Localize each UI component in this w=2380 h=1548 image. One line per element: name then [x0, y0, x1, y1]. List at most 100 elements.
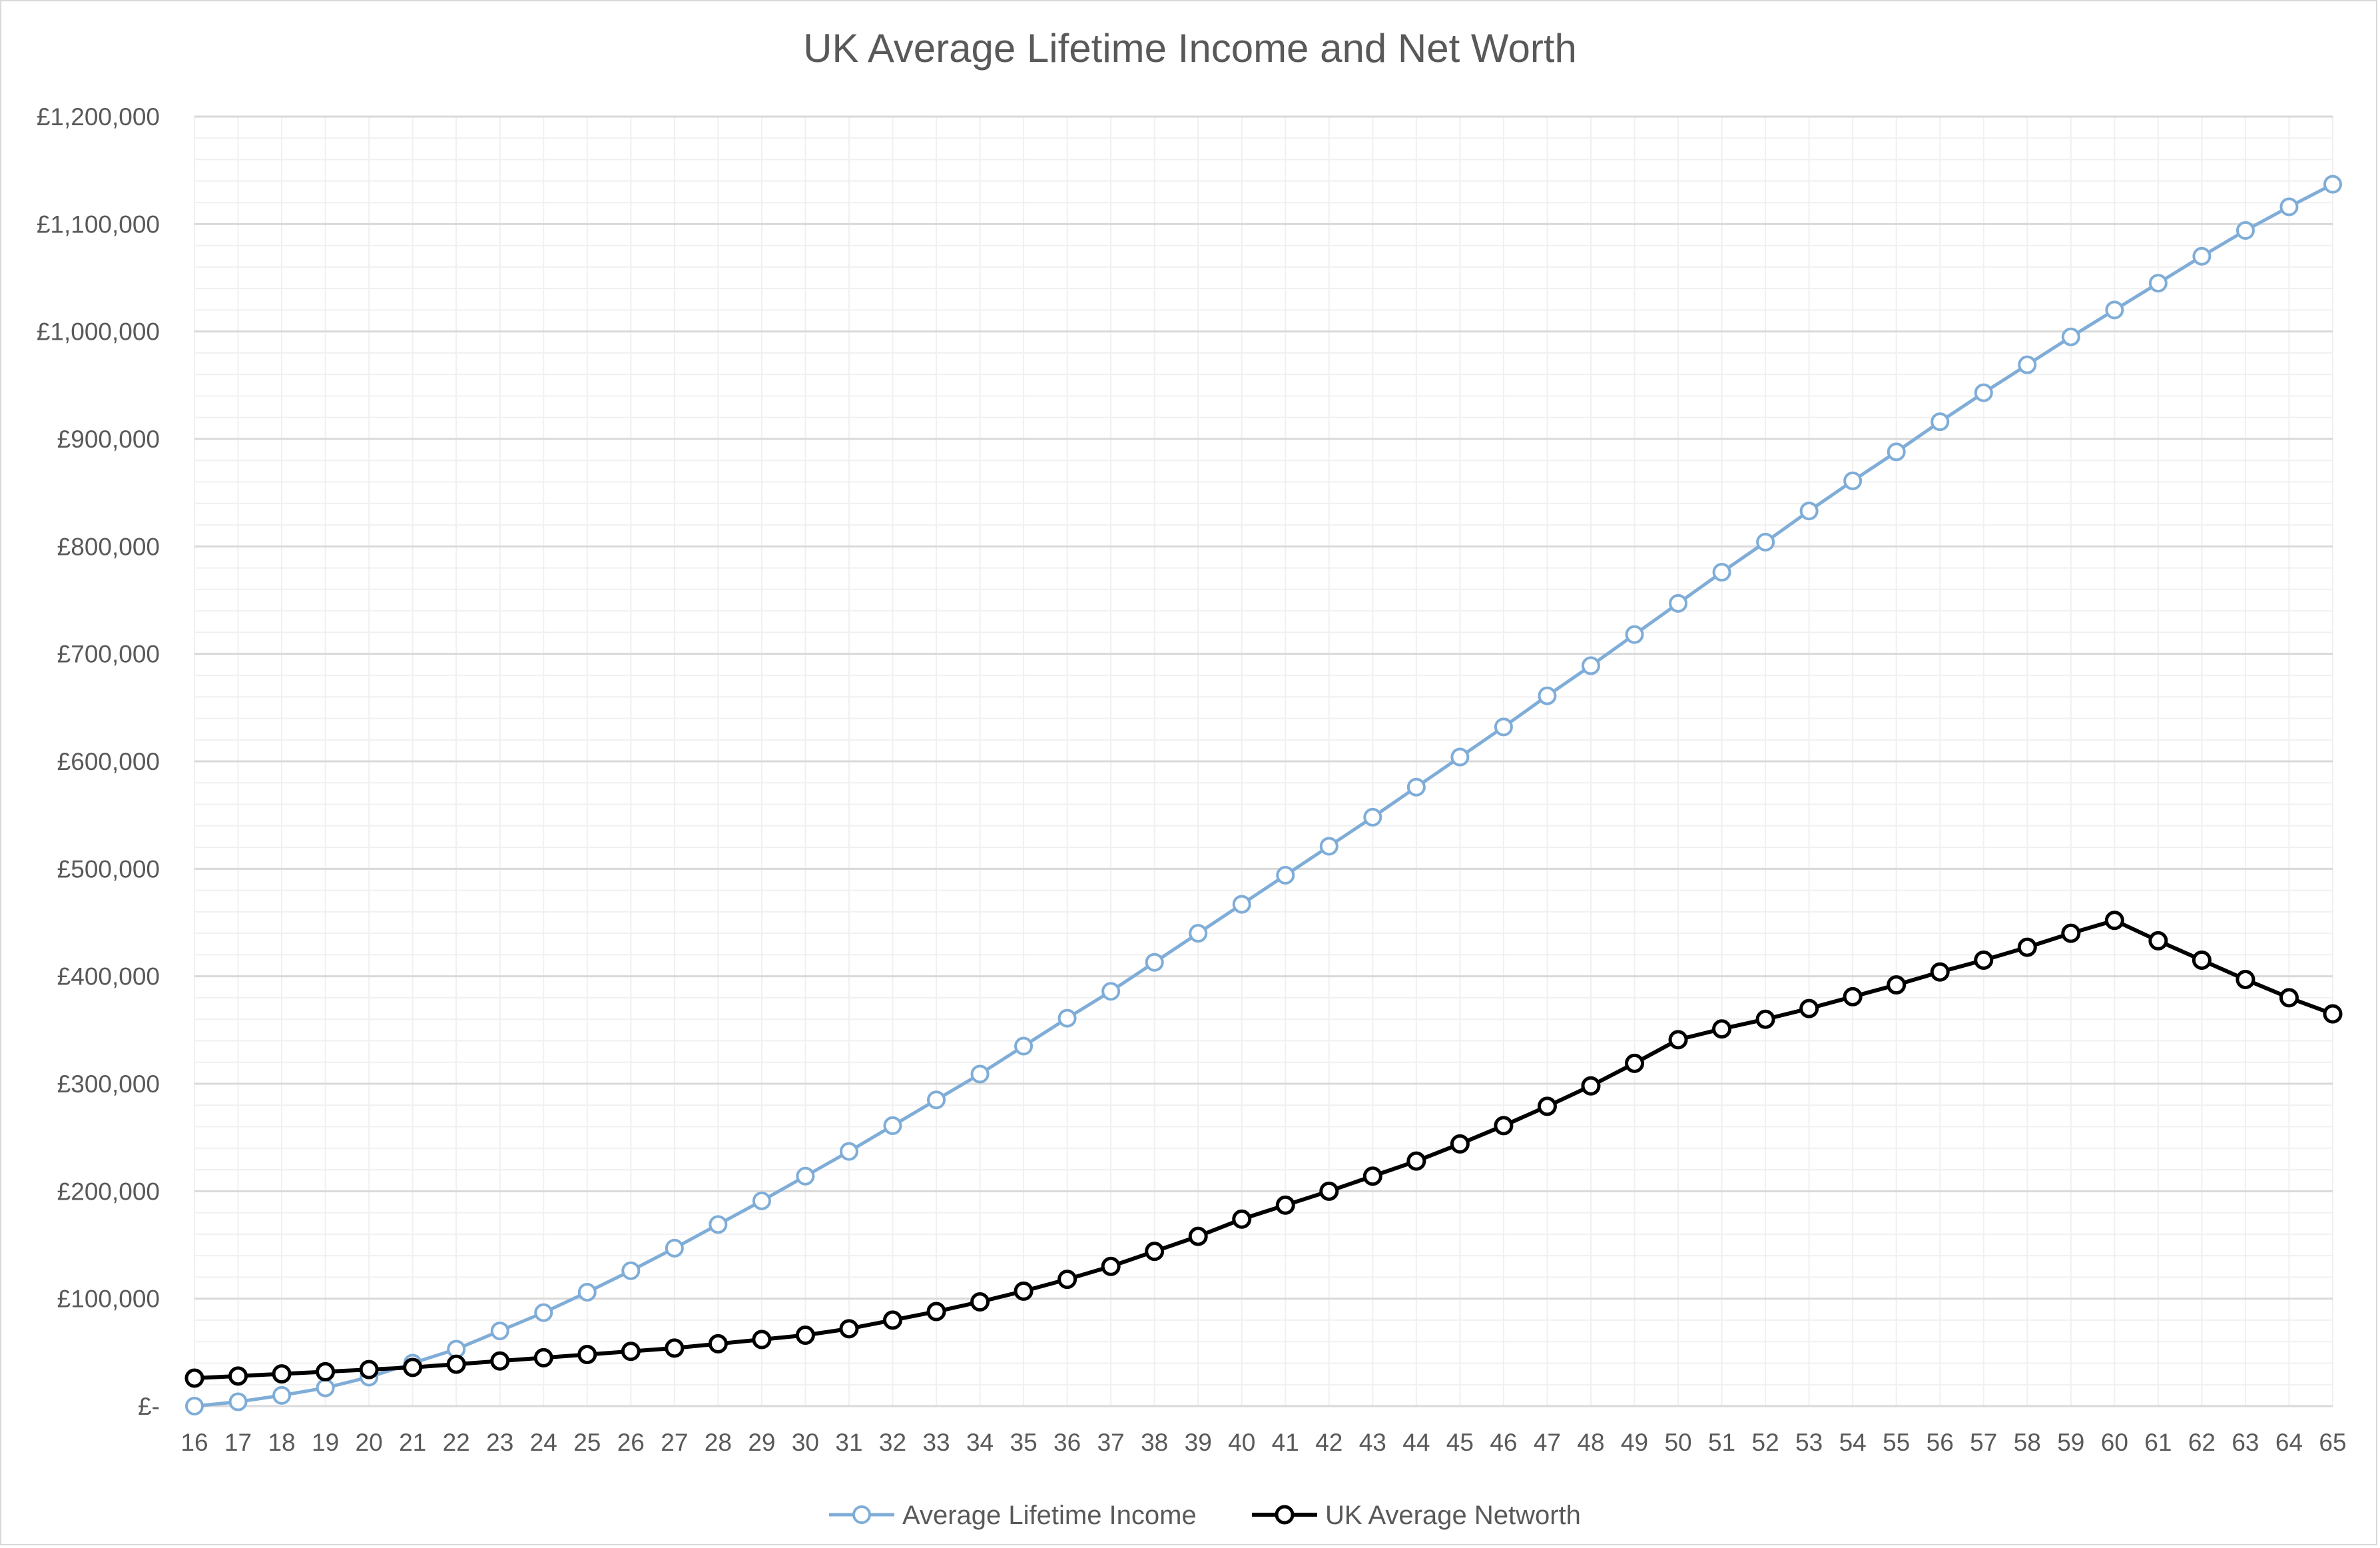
- data-point: [1362, 1166, 1382, 1186]
- x-tick-label: 21: [399, 1429, 426, 1456]
- data-point: [272, 1385, 292, 1405]
- x-tick-label: 18: [268, 1429, 295, 1456]
- x-tick-label: 29: [748, 1429, 775, 1456]
- series-line: [194, 183, 2334, 1408]
- data-point: [752, 1330, 772, 1350]
- data-point: [2323, 1004, 2343, 1024]
- legend-label: UK Average Networth: [1325, 1501, 1581, 1530]
- x-tick-label: 32: [879, 1429, 906, 1456]
- data-point: [1625, 1053, 1645, 1073]
- data-point: [533, 1348, 553, 1367]
- series-line: [194, 918, 2334, 1381]
- data-point: [1275, 1195, 1295, 1215]
- data-point: [1494, 717, 1513, 737]
- data-point: [1145, 953, 1164, 972]
- y-tick-label: £600,000: [57, 748, 160, 775]
- x-tick-label: 53: [1795, 1429, 1823, 1456]
- x-tick-label: 41: [1272, 1429, 1299, 1456]
- x-tick-label: 59: [2057, 1429, 2084, 1456]
- x-tick-label: 19: [312, 1429, 339, 1456]
- data-point: [1189, 924, 1208, 943]
- chart-title: UK Average Lifetime Income and Net Worth: [803, 26, 1577, 71]
- x-tick-label: 65: [2319, 1429, 2346, 1456]
- data-point: [2279, 197, 2299, 216]
- x-tick-label: 20: [356, 1429, 383, 1456]
- x-tick-label: 34: [966, 1429, 994, 1456]
- data-point: [2148, 931, 2168, 951]
- x-tick-label: 39: [1185, 1429, 1212, 1456]
- y-tick-label: £1,000,000: [37, 318, 160, 346]
- data-point: [228, 1366, 248, 1386]
- x-tick-label: 30: [792, 1429, 819, 1456]
- data-point: [752, 1191, 771, 1210]
- data-point: [1799, 502, 1819, 521]
- x-tick-label: 50: [1664, 1429, 1691, 1456]
- y-tick-label: £800,000: [57, 533, 160, 560]
- x-tick-label: 55: [1883, 1429, 1910, 1456]
- x-tick-label: 25: [573, 1429, 601, 1456]
- x-tick-label: 58: [2014, 1429, 2041, 1456]
- y-tick-label: £700,000: [57, 641, 160, 668]
- data-point: [534, 1303, 553, 1322]
- x-tick-label: 51: [1708, 1429, 1735, 1456]
- data-point: [1232, 1209, 1252, 1229]
- x-tick-label: 17: [224, 1429, 252, 1456]
- data-point: [2192, 950, 2212, 970]
- y-tick-label: £300,000: [57, 1070, 160, 1098]
- data-point: [1756, 532, 1775, 552]
- legend-label: Average Lifetime Income: [902, 1501, 1197, 1530]
- x-tick-label: 40: [1228, 1429, 1255, 1456]
- x-axis-tick-labels: 16 17 18 19 20 21 22 23 24 25 26 27 28 29 30 31 32 33 34 35…: [180, 1429, 2346, 1456]
- data-point: [882, 1310, 902, 1330]
- x-tick-label: 46: [1490, 1429, 1517, 1456]
- data-point: [665, 1338, 685, 1358]
- y-tick-label: £1,100,000: [37, 210, 160, 238]
- data-point: [1625, 625, 1644, 644]
- data-point: [1581, 656, 1600, 675]
- legend-marker: [1275, 1505, 1295, 1525]
- data-point: [1712, 563, 1731, 582]
- series-uk-average-networth: [184, 911, 2343, 1388]
- data-point: [1537, 1096, 1557, 1116]
- data-point: [1668, 1030, 1688, 1050]
- data-point: [970, 1292, 990, 1312]
- data-point: [316, 1361, 336, 1381]
- y-tick-label: £-: [138, 1393, 160, 1420]
- y-tick-label: £500,000: [57, 855, 160, 883]
- data-point: [665, 1238, 684, 1258]
- data-point: [272, 1364, 292, 1384]
- x-tick-label: 24: [530, 1429, 557, 1456]
- y-tick-label: £400,000: [57, 963, 160, 990]
- data-point: [1538, 686, 1557, 705]
- x-tick-label: 52: [1752, 1429, 1779, 1456]
- y-tick-label: £900,000: [57, 426, 160, 453]
- data-point: [1406, 777, 1426, 797]
- data-point: [1581, 1076, 1601, 1096]
- data-point: [1755, 1009, 1775, 1029]
- x-tick-label: 37: [1097, 1429, 1125, 1456]
- data-point: [228, 1392, 248, 1411]
- x-tick-label: 49: [1621, 1429, 1648, 1456]
- x-tick-label: 26: [617, 1429, 645, 1456]
- data-point: [795, 1326, 815, 1346]
- data-point: [184, 1368, 204, 1388]
- data-point: [2148, 274, 2168, 293]
- legend: Average Lifetime Income UK Average Networ…: [829, 1501, 1581, 1530]
- data-point: [839, 1142, 858, 1161]
- x-tick-label: 60: [2101, 1429, 2128, 1456]
- data-point: [2017, 937, 2037, 957]
- y-axis-tick-labels: £- £100,000 £200,000 £300,000 £400,000 £500,0…: [37, 103, 160, 1420]
- x-tick-label: 43: [1359, 1429, 1386, 1456]
- x-tick-label: 61: [2144, 1429, 2172, 1456]
- data-point: [839, 1319, 859, 1339]
- data-point: [2018, 355, 2037, 374]
- data-point: [621, 1342, 641, 1361]
- data-point: [1887, 442, 1906, 462]
- data-point: [2235, 221, 2255, 240]
- x-tick-label: 16: [180, 1429, 208, 1456]
- data-point: [403, 1357, 423, 1377]
- x-tick-label: 31: [835, 1429, 862, 1456]
- data-point: [1974, 383, 1993, 402]
- x-tick-label: 63: [2231, 1429, 2259, 1456]
- x-tick-label: 42: [1315, 1429, 1342, 1456]
